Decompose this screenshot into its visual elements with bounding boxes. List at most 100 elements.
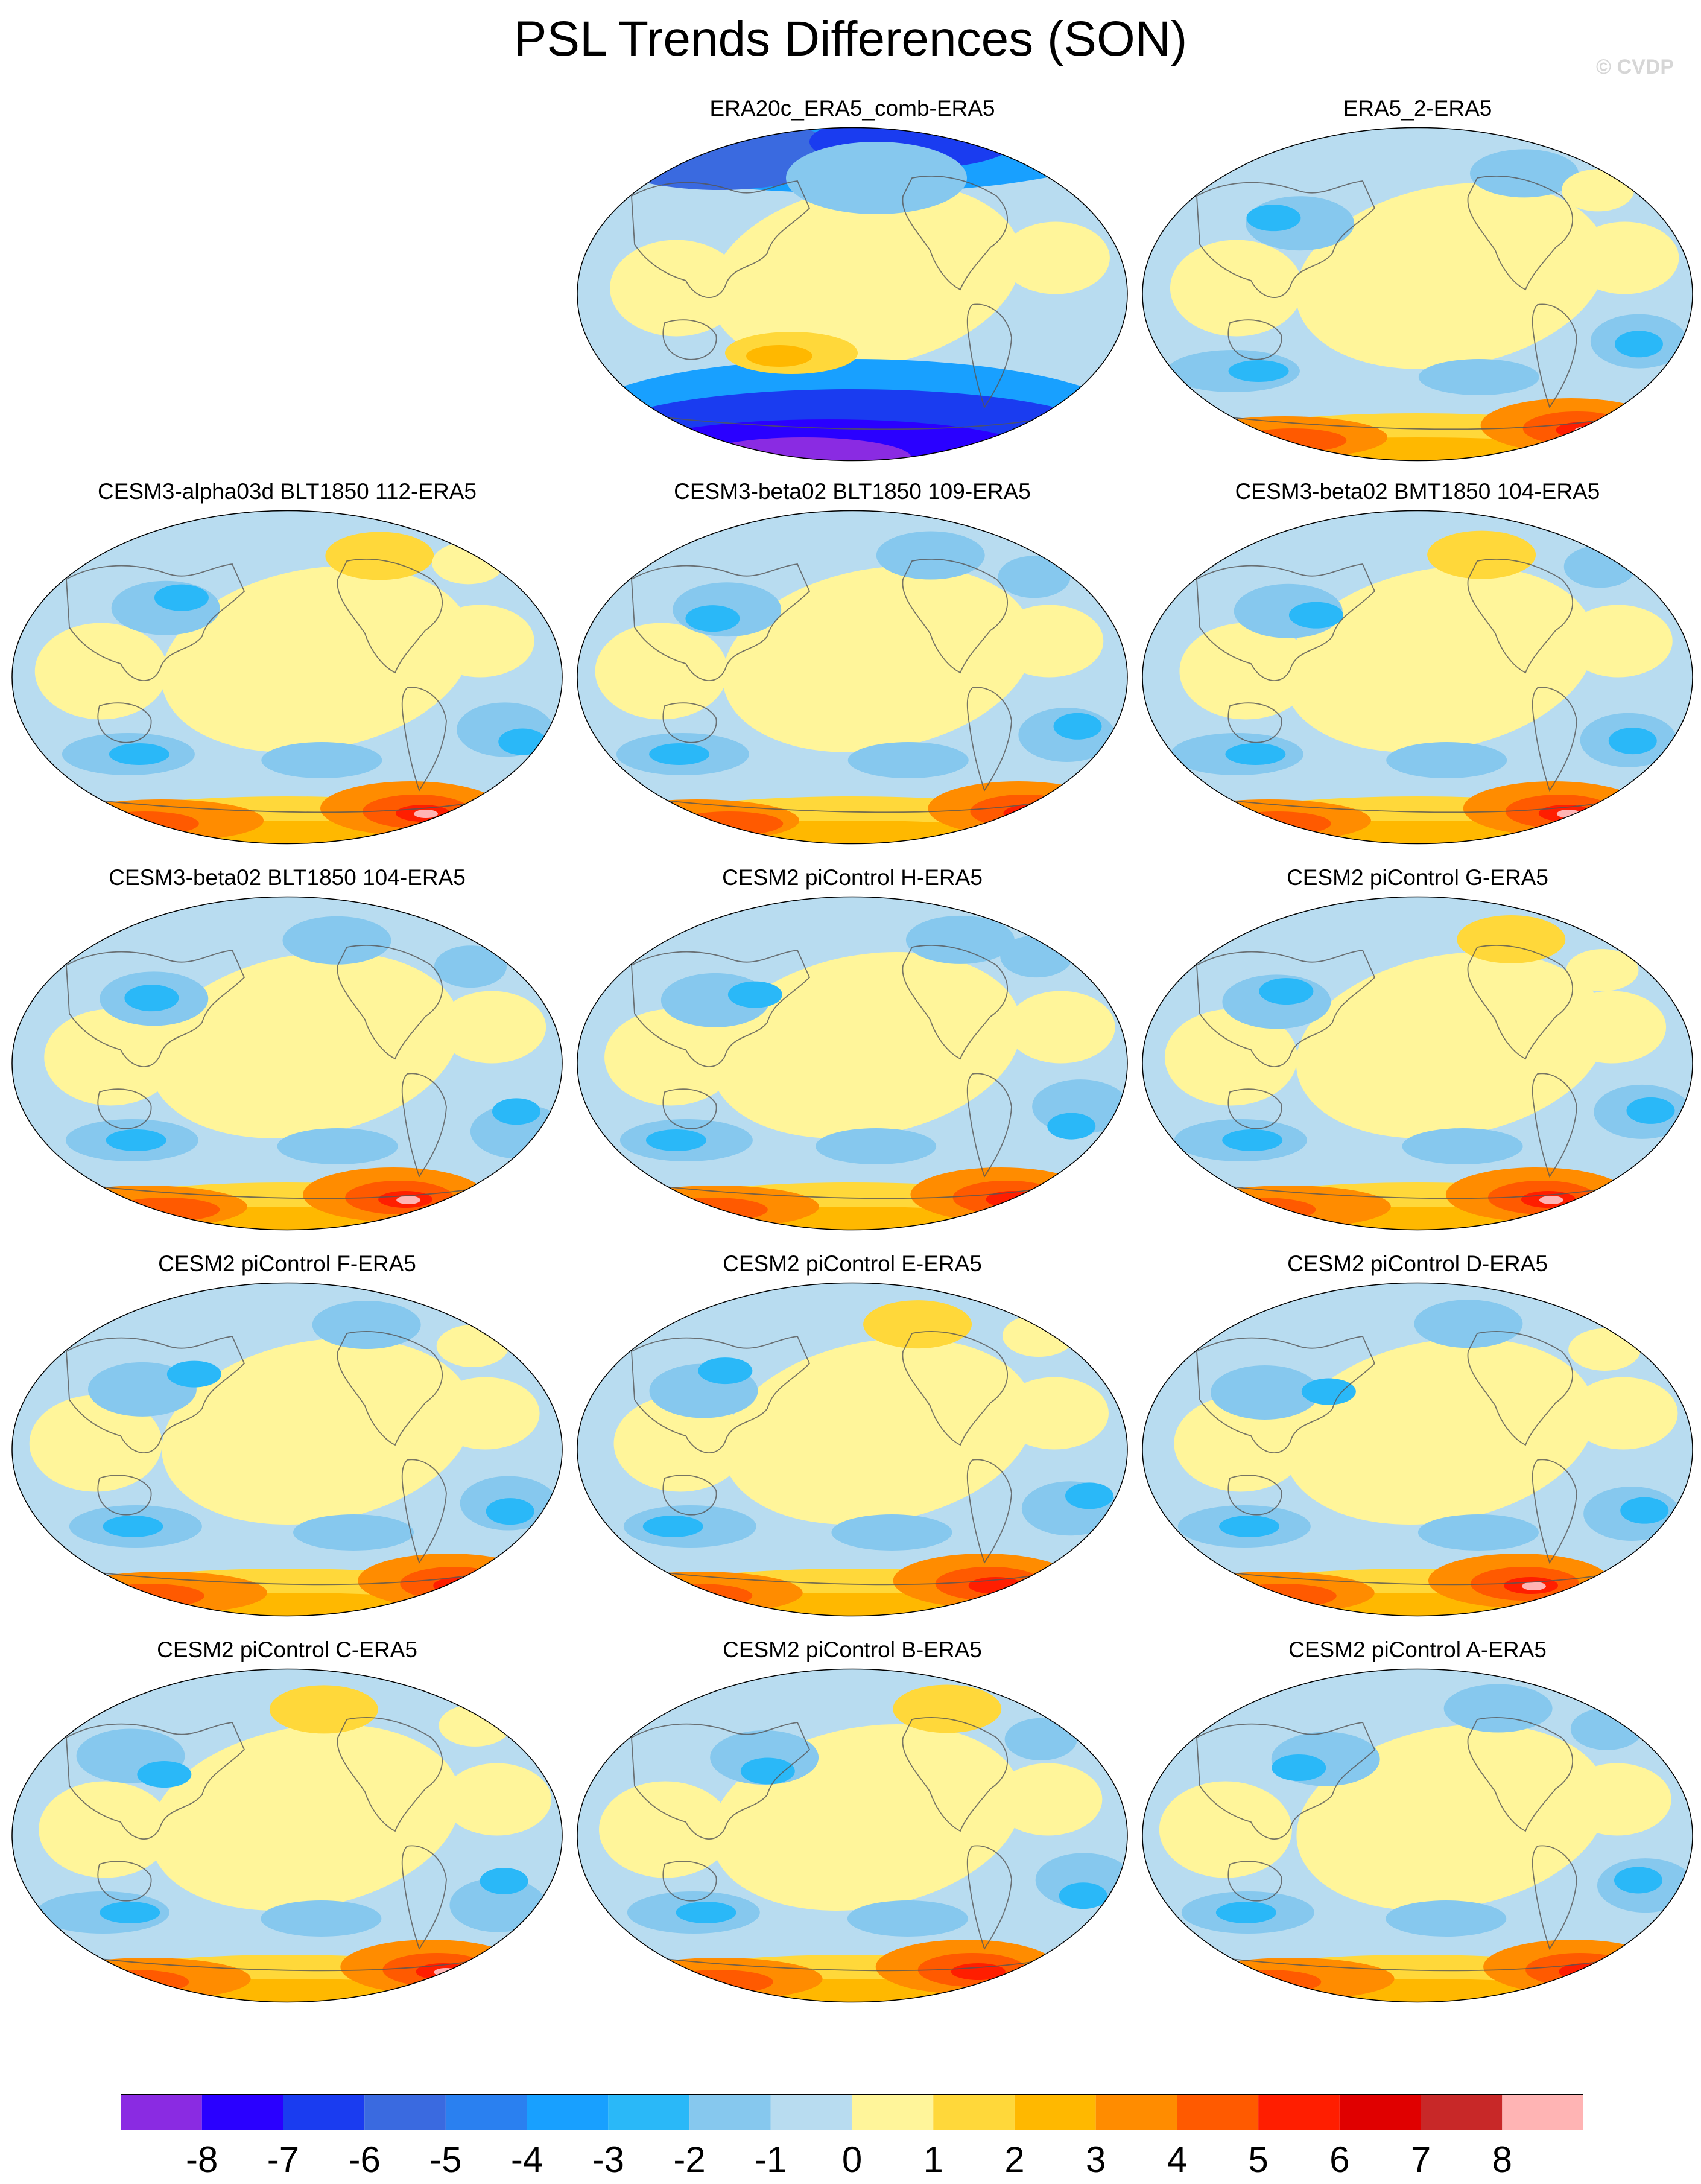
map-field	[12, 897, 562, 1230]
coastline-3	[1532, 1845, 1577, 1951]
field-negative-north-pacific-core	[1301, 1378, 1356, 1405]
coastline-2	[1467, 1716, 1573, 1832]
field-positive-south-east-peak	[1539, 1196, 1563, 1204]
field-negative-north-pacific-core	[124, 985, 179, 1012]
colorbar-tick-label: 6	[1329, 2139, 1350, 2180]
field-positive-east	[993, 1763, 1103, 1836]
coastline-1	[662, 319, 717, 360]
field-positive-south-east-core	[951, 1963, 1006, 1980]
coastline-1	[1227, 319, 1282, 360]
field-positive-south-west-core	[90, 811, 199, 836]
colorbar-swatch	[1095, 2094, 1177, 2130]
field-positive-east	[1563, 605, 1673, 678]
field-positive-central	[1284, 566, 1595, 752]
field-positive-south-west-core	[95, 1584, 204, 1608]
map-panel: ERA5_2-ERA5	[1139, 94, 1696, 468]
colorbar-tick-label: -4	[510, 2139, 543, 2180]
coastline-0	[66, 1722, 245, 1840]
colorbar-tick-label: -8	[186, 2139, 218, 2180]
field-positive-west	[599, 1781, 732, 1878]
colorbar-tick-label: 5	[1248, 2139, 1269, 2180]
map-outline	[1142, 1282, 1693, 1617]
field-negative-south-pacific	[261, 742, 382, 778]
map-figure	[1142, 896, 1693, 1231]
field-negative-north-pacific	[1211, 1365, 1320, 1420]
coastline-2	[1467, 175, 1573, 291]
field-negative-south-pacific	[1418, 1514, 1539, 1551]
field-positive-east	[425, 605, 534, 678]
field-negative-north-edge	[786, 142, 967, 214]
map-figure	[1142, 1668, 1693, 2003]
field-north-europe	[1562, 169, 1635, 212]
field-negative-north-pacific-core	[1272, 1754, 1326, 1782]
field-negative-south-indian-core	[1225, 743, 1286, 765]
map-panel: CESM2 piControl B-ERA5	[574, 1635, 1130, 2009]
panel-title: CESM2 piControl D-ERA5	[1287, 1251, 1548, 1276]
coastline-2	[337, 1330, 443, 1446]
colorbar-swatch	[608, 2094, 690, 2130]
coastline-0	[631, 180, 811, 298]
map-panel: CESM3-beta02 BLT1850 109-ERA5	[574, 477, 1130, 851]
field-negative-south-indian-core	[649, 743, 710, 765]
field-north-atlantic	[269, 1685, 378, 1734]
panel-title: CESM2 piControl H-ERA5	[722, 865, 983, 890]
field-north-atlantic	[1427, 530, 1536, 579]
coastline-1	[1227, 702, 1282, 743]
map-field	[12, 1669, 562, 2002]
field-positive-south-east-peak	[1574, 427, 1598, 435]
field-negative-south-pacific	[1418, 359, 1539, 395]
field-positive-south-west	[1165, 799, 1371, 842]
coastline-1	[1227, 1861, 1282, 1902]
field-negative-south-pacific	[847, 1900, 968, 1937]
field-positive-west	[595, 623, 728, 720]
field-negative-north-pacific-core	[685, 605, 740, 632]
coastline-0	[66, 950, 245, 1067]
coastline-0	[631, 950, 811, 1067]
map-figure	[1142, 510, 1693, 845]
field-positive-west	[1170, 240, 1303, 337]
field-positive-central	[149, 952, 460, 1138]
field-negative-south-indian-core	[100, 1902, 160, 1923]
colorbar-tick-label: 4	[1167, 2139, 1188, 2180]
field-negative-south-atlantic-core	[480, 1867, 528, 1894]
field-north-atlantic	[1443, 1684, 1553, 1733]
coastline-1	[97, 702, 152, 743]
field-positive-west	[39, 1781, 172, 1878]
field-negative-south-pacific	[816, 1128, 937, 1164]
map-figure	[1142, 1282, 1693, 1617]
colorbar-tick-label: 0	[841, 2139, 863, 2180]
panel-title: CESM3-beta02 BLT1850 104-ERA5	[109, 865, 466, 890]
field-north-atlantic	[863, 1300, 972, 1349]
field-negative-north-pacific-core	[740, 1757, 795, 1785]
field-negative-south-atlantic-core	[498, 728, 547, 755]
coastline-1	[1227, 1475, 1282, 1516]
colorbar-swatch	[364, 2094, 446, 2130]
map-figure	[1142, 127, 1693, 462]
coastline-3	[1532, 303, 1577, 409]
field-positive-south-west	[1169, 1572, 1375, 1614]
field-positive-south-west-core	[1227, 1584, 1337, 1608]
colorbar-swatch	[121, 2094, 202, 2130]
map-field	[577, 897, 1127, 1230]
coastline-1	[662, 1088, 717, 1129]
field-north-europe	[1568, 1328, 1641, 1371]
field-north-atlantic	[325, 532, 434, 580]
field-negative-south-indian-core	[1215, 1902, 1276, 1923]
coastline-2	[1467, 944, 1573, 1060]
field-positive-south-east-core	[986, 1191, 1041, 1208]
coastline-3	[401, 1073, 447, 1178]
colorbar-tick-label: 2	[1004, 2139, 1025, 2180]
field-positive-south-west-core	[1238, 428, 1347, 452]
coastline-2	[902, 558, 1008, 674]
panel-title: CESM2 piControl B-ERA5	[723, 1637, 982, 1662]
map-panel: CESM2 piControl D-ERA5	[1139, 1249, 1696, 1623]
colorbar-swatch	[1502, 2094, 1583, 2130]
field-negative-south-indian-core	[109, 743, 169, 765]
field-positive-central	[1296, 183, 1606, 369]
field-positive-central	[161, 566, 472, 752]
coastline-0	[66, 1336, 245, 1453]
map-figure	[577, 1282, 1128, 1617]
field-negative-south-atlantic-core	[1065, 1482, 1113, 1509]
field-north-europe	[1563, 545, 1636, 588]
field-positive-east	[1000, 1377, 1109, 1450]
